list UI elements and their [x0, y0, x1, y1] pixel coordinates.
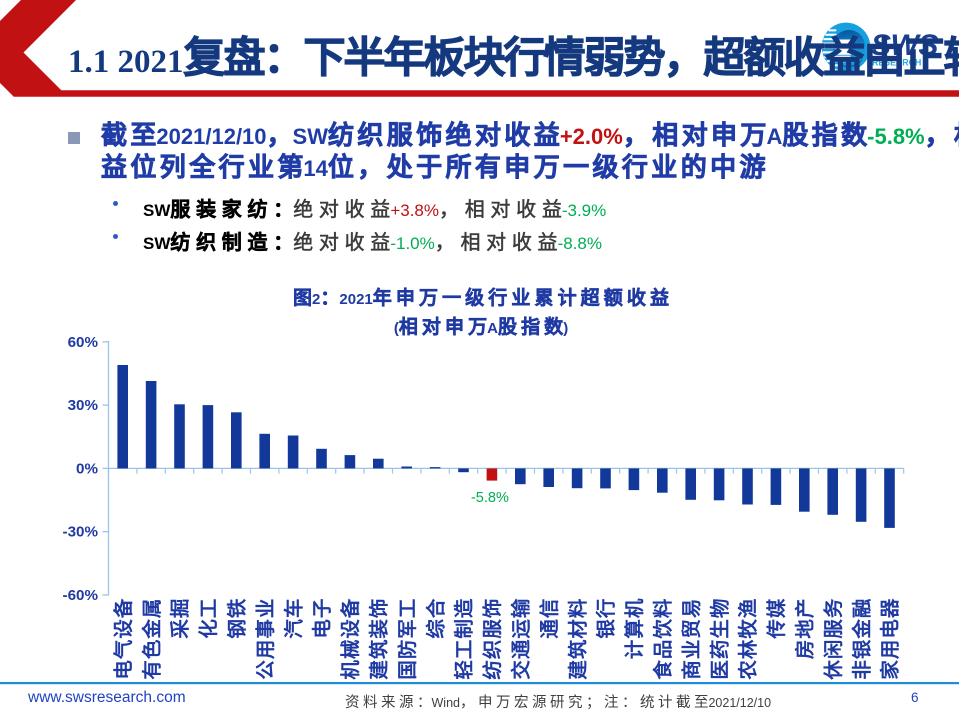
svg-text:60%: 60%: [68, 334, 99, 351]
svg-text:-60%: -60%: [63, 587, 99, 604]
svg-text:-30%: -30%: [63, 524, 99, 541]
svg-text:轻工制造: 轻工制造: [453, 598, 476, 680]
svg-text:计算机: 计算机: [623, 598, 646, 660]
svg-text:医药生物: 医药生物: [708, 598, 731, 680]
svg-text:-5.8%: -5.8%: [471, 490, 509, 506]
svg-text:房地产: 房地产: [794, 598, 817, 660]
svg-text:农林牧渔: 农林牧渔: [737, 598, 760, 681]
svg-text:非银金融: 非银金融: [850, 598, 873, 680]
svg-text:建筑装饰: 建筑装饰: [368, 598, 391, 680]
svg-text:商业贸易: 商业贸易: [680, 598, 703, 680]
svg-text:30%: 30%: [68, 397, 99, 414]
svg-text:电气设备: 电气设备: [112, 598, 135, 680]
svg-text:家用电器: 家用电器: [879, 598, 902, 680]
svg-text:建筑材料: 建筑材料: [566, 598, 589, 680]
svg-text:交通运输: 交通运输: [510, 598, 533, 680]
svg-text:有色金属: 有色金属: [140, 598, 163, 680]
svg-text:食品饮料: 食品饮料: [652, 598, 675, 680]
svg-text:0%: 0%: [76, 460, 98, 477]
svg-text:休闲服务: 休闲服务: [822, 598, 845, 681]
svg-text:机械设备: 机械设备: [339, 598, 362, 680]
svg-text:汽车: 汽车: [282, 598, 305, 639]
svg-text:综合: 综合: [424, 598, 447, 639]
svg-text:RESEARCH: RESEARCH: [872, 58, 921, 68]
svg-text:银行: 银行: [595, 598, 618, 639]
svg-text:通信: 通信: [538, 598, 561, 639]
svg-text:电子: 电子: [311, 598, 334, 639]
svg-text:纺织服饰: 纺织服饰: [481, 598, 504, 680]
svg-text:国防军工: 国防军工: [396, 598, 419, 680]
svg-text:化工: 化工: [197, 598, 220, 639]
svg-text:采掘: 采掘: [169, 598, 192, 640]
svg-text:SWS: SWS: [871, 29, 938, 62]
svg-text:钢铁: 钢铁: [226, 598, 249, 639]
svg-text:公用事业: 公用事业: [254, 598, 277, 680]
svg-text:传媒: 传媒: [765, 598, 788, 640]
